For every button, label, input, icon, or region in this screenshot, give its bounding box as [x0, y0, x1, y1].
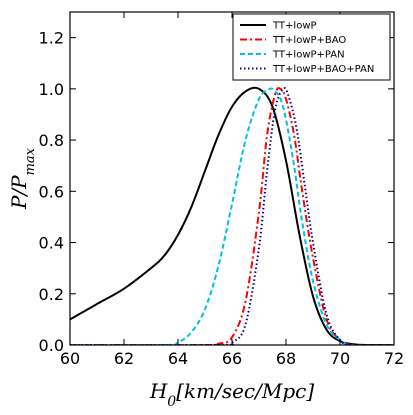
- x-tick-label: 60: [60, 349, 80, 368]
- x-tick-label: 68: [276, 349, 296, 368]
- x-tick-label: 72: [384, 349, 404, 368]
- legend-label: TT+lowP: [272, 21, 317, 32]
- y-tick-label: 1.2: [39, 29, 64, 48]
- series-line-2: [70, 87, 394, 345]
- y-tick-label: 0.8: [39, 131, 64, 150]
- y-axis-label: P/Pmax: [7, 147, 38, 210]
- x-tick-label: 62: [114, 349, 134, 368]
- y-tick-label: 1.0: [39, 80, 64, 99]
- series-line-4: [70, 87, 394, 345]
- y-tick-label: 0.2: [39, 285, 64, 304]
- x-tick-label: 66: [222, 349, 242, 368]
- legend: TT+lowP TT+lowP+BAO TT+lowP+PAN TT+lowP+BAO…: [232, 13, 391, 81]
- y-tick-label: 0.0: [39, 336, 64, 355]
- series-line-1: [70, 86, 394, 345]
- x-tick-label: 70: [330, 349, 350, 368]
- ticks-layer: 60 62 64 66 68 70 72 0.0 0.2 0.4 0.6 0.8 1.0 1.2: [39, 12, 404, 368]
- legend-label: TT+lowP+BAO: [272, 35, 346, 46]
- y-tick-label: 0.6: [39, 182, 64, 201]
- x-axis-label: H0[km/sec/Mpc]: [149, 379, 315, 410]
- legend-label: TT+lowP+PAN: [272, 50, 345, 61]
- x-tick-label: 64: [168, 349, 188, 368]
- y-tick-label: 0.4: [39, 234, 64, 253]
- series-layer: [70, 86, 394, 345]
- legend-label: TT+lowP+BAO+PAN: [272, 64, 374, 75]
- series-line-3: [70, 87, 394, 345]
